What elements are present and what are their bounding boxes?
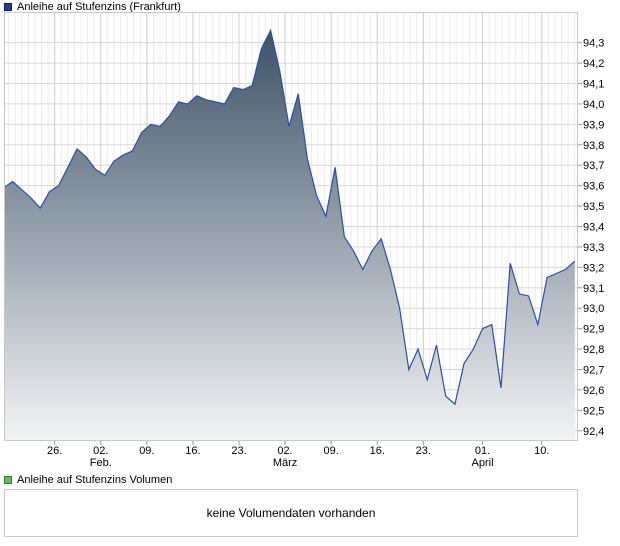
y-tick-label: 93,1: [583, 283, 604, 295]
x-month-label: April: [472, 457, 494, 469]
x-tick-label: 16.: [185, 445, 200, 457]
y-tick-label: 94,0: [583, 99, 604, 111]
y-tick-label: 94,3: [583, 38, 604, 50]
price-line: [3, 28, 576, 406]
price-chart: 92,4 92,5 92,6 92,7 92,8 92,9 93,0 93,1 93,2 93,3…: [3, 12, 604, 469]
y-axis-ticks: 92,4 92,5 92,6 92,7 92,8 92,9 93,0 93,1 93,2 93,3…: [578, 38, 604, 438]
volume-legend-label: Anleihe auf Stufenzins Volumen: [17, 474, 173, 486]
y-tick-label: 93,9: [583, 119, 604, 131]
y-tick-label: 92,5: [583, 405, 604, 417]
x-tick-label: 23.: [416, 445, 431, 457]
x-tick-label: 26.: [47, 445, 62, 457]
y-tick-label: 93,7: [583, 160, 604, 172]
x-tick-label: 23.: [231, 445, 246, 457]
y-tick-label: 92,8: [583, 344, 604, 356]
volume-panel: keine Volumendaten vorhanden: [4, 489, 578, 537]
x-tick-label: 01.: [475, 445, 490, 457]
volume-empty-message: keine Volumendaten vorhanden: [206, 506, 376, 520]
y-tick-label: 92,9: [583, 324, 604, 336]
y-tick-label: 93,3: [583, 242, 604, 254]
y-tick-label: 93,8: [583, 140, 604, 152]
y-tick-label: 93,2: [583, 262, 604, 274]
price-legend-swatch: [4, 3, 12, 11]
y-tick-label: 93,4: [583, 222, 604, 234]
y-tick-label: 93,5: [583, 201, 604, 213]
x-tick-label: 02.: [93, 445, 108, 457]
price-legend-label: Anleihe auf Stufenzins (Frankfurt): [17, 1, 181, 13]
x-tick-label: 10.: [534, 445, 549, 457]
x-tick-label: 02.: [277, 445, 292, 457]
x-tick-label: 09.: [324, 445, 339, 457]
price-area: [4, 30, 575, 441]
x-month-label: März: [273, 457, 297, 469]
x-month-label: Feb.: [90, 457, 112, 469]
volume-legend: Anleihe auf Stufenzins Volumen: [4, 473, 172, 487]
x-tick-label: 16.: [370, 445, 385, 457]
volume-legend-swatch: [4, 476, 12, 484]
y-tick-label: 94,1: [583, 79, 604, 91]
y-tick-label: 92,7: [583, 365, 604, 377]
price-legend: Anleihe auf Stufenzins (Frankfurt): [4, 0, 181, 14]
plot-frame: [4, 12, 578, 441]
y-tick-label: 93,6: [583, 181, 604, 193]
y-tick-label: 92,4: [583, 426, 604, 438]
x-tick-label: 09.: [139, 445, 154, 457]
y-tick-label: 92,6: [583, 385, 604, 397]
y-tick-label: 94,2: [583, 58, 604, 70]
y-tick-label: 93,0: [583, 303, 604, 315]
